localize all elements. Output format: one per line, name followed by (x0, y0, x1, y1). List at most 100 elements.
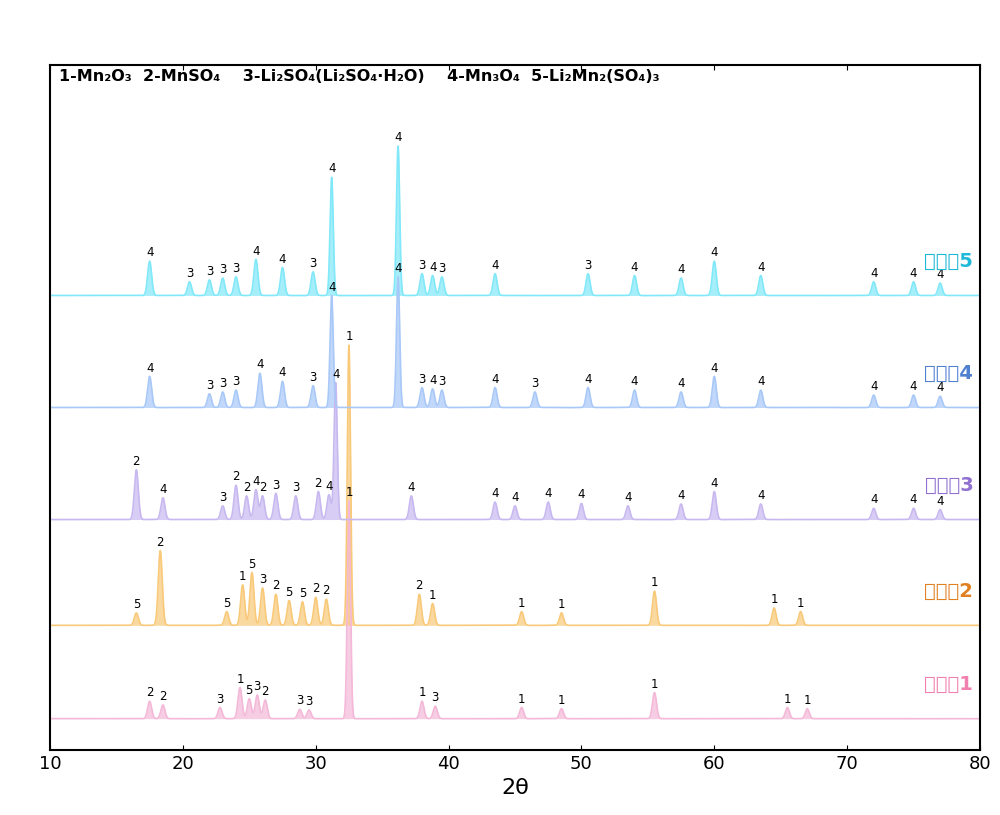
Text: 4: 4 (910, 493, 917, 506)
Text: 3: 3 (432, 691, 439, 704)
Text: 1: 1 (651, 576, 658, 589)
Text: 4: 4 (910, 267, 917, 280)
Text: 4: 4 (757, 261, 765, 274)
Text: 1: 1 (418, 686, 426, 699)
Text: 3: 3 (309, 371, 317, 384)
Text: 5: 5 (285, 585, 293, 598)
Text: 4: 4 (325, 480, 333, 493)
Text: 2: 2 (315, 477, 322, 490)
Text: 3: 3 (206, 379, 213, 392)
Text: 1: 1 (345, 330, 353, 343)
Text: 4: 4 (491, 372, 499, 385)
Text: 4: 4 (279, 253, 286, 266)
Text: 1: 1 (429, 588, 436, 601)
Text: 4: 4 (511, 491, 519, 504)
Text: 5: 5 (248, 557, 256, 570)
Text: 4: 4 (256, 359, 264, 372)
Text: 1: 1 (797, 597, 804, 610)
Text: 1: 1 (239, 570, 246, 583)
Text: 1: 1 (345, 486, 353, 499)
Text: 4: 4 (677, 489, 685, 502)
Text: 4: 4 (429, 374, 436, 387)
Text: 2: 2 (272, 579, 280, 593)
Text: 3: 3 (309, 257, 317, 270)
Text: 3: 3 (259, 573, 266, 586)
Text: 3: 3 (292, 481, 299, 494)
Text: 3: 3 (272, 478, 280, 491)
Text: 4: 4 (631, 375, 638, 388)
Text: 1: 1 (804, 694, 811, 707)
Text: 4: 4 (870, 493, 877, 506)
Text: 2: 2 (259, 481, 266, 494)
Text: 4: 4 (394, 131, 402, 144)
Text: 3: 3 (206, 265, 213, 278)
Text: 4: 4 (757, 375, 765, 388)
Text: 3: 3 (418, 372, 426, 385)
Text: 2: 2 (133, 455, 140, 468)
Text: 2: 2 (323, 584, 330, 597)
Text: 3: 3 (219, 263, 226, 276)
Text: 3: 3 (438, 262, 446, 275)
Text: 4: 4 (631, 261, 638, 274)
Text: 5: 5 (223, 597, 230, 610)
Text: 4: 4 (491, 487, 499, 500)
Text: 实施夅2: 实施夅2 (924, 582, 973, 601)
Text: 4: 4 (252, 475, 260, 488)
Text: 2: 2 (146, 686, 153, 699)
Text: 3: 3 (186, 267, 193, 280)
Text: 4: 4 (910, 380, 917, 393)
Text: 2: 2 (243, 481, 250, 494)
Text: 4: 4 (394, 262, 402, 275)
Text: 1: 1 (651, 678, 658, 690)
Text: 4: 4 (429, 261, 436, 274)
Text: 2: 2 (157, 535, 164, 548)
Text: 4: 4 (332, 368, 339, 381)
Text: 5: 5 (299, 587, 306, 600)
Text: 4: 4 (159, 482, 167, 496)
Text: 3: 3 (418, 259, 426, 272)
Text: 3: 3 (438, 375, 446, 388)
Text: 4: 4 (936, 268, 944, 281)
Text: 4: 4 (146, 362, 153, 375)
Text: 5: 5 (246, 684, 253, 697)
Text: 3: 3 (584, 259, 592, 272)
Text: 实施夅4: 实施夅4 (924, 363, 973, 383)
Text: 3: 3 (531, 377, 539, 390)
Text: 1: 1 (518, 597, 525, 610)
Text: 4: 4 (328, 162, 335, 175)
Text: 实施夅3: 实施夅3 (925, 476, 973, 495)
Text: 1: 1 (558, 694, 565, 707)
Text: 3: 3 (296, 694, 303, 707)
Text: 4: 4 (757, 489, 765, 502)
Text: 5: 5 (133, 598, 140, 611)
Text: 1-Mn₂O₃  2-MnSO₄    3-Li₂SO₄(Li₂SO₄·H₂O)    4-Mn₃O₄  5-Li₂Mn₂(SO₄)₃: 1-Mn₂O₃ 2-MnSO₄ 3-Li₂SO₄(Li₂SO₄·H₂O) 4-M… (59, 68, 660, 84)
Text: 4: 4 (584, 372, 592, 385)
Text: 4: 4 (328, 280, 335, 293)
Text: 4: 4 (408, 481, 415, 494)
Text: 3: 3 (216, 693, 224, 706)
Text: 4: 4 (711, 477, 718, 490)
Text: 1: 1 (236, 672, 244, 685)
Text: 4: 4 (870, 267, 877, 280)
Text: 4: 4 (146, 246, 153, 259)
Text: 4: 4 (711, 362, 718, 375)
Text: 3: 3 (219, 377, 226, 390)
Text: 4: 4 (870, 380, 877, 393)
Text: 4: 4 (711, 246, 718, 259)
Text: 2: 2 (312, 583, 319, 596)
Text: 4: 4 (491, 259, 499, 272)
Text: 4: 4 (279, 367, 286, 380)
Text: 4: 4 (936, 381, 944, 394)
Text: 3: 3 (232, 262, 240, 275)
Text: 2: 2 (159, 690, 167, 703)
Text: 实施夅5: 实施夅5 (924, 252, 973, 271)
Text: 3: 3 (219, 491, 226, 504)
Text: 1: 1 (770, 593, 778, 606)
Text: 4: 4 (252, 244, 260, 258)
X-axis label: 2θ: 2θ (501, 778, 529, 798)
Text: 实施夅1: 实施夅1 (924, 675, 973, 694)
Text: 4: 4 (544, 487, 552, 500)
Text: 3: 3 (254, 681, 261, 694)
Text: 4: 4 (624, 491, 632, 504)
Text: 3: 3 (305, 695, 313, 708)
